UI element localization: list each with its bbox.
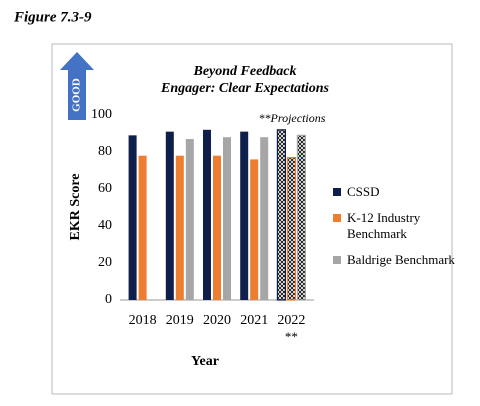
bar	[213, 155, 221, 300]
bar	[185, 139, 194, 300]
x-tick-label: 2019	[166, 313, 194, 328]
legend-item: Baldrige Benchmark	[333, 252, 458, 268]
x-tick-label: 2021	[240, 313, 268, 328]
category-note: **	[285, 329, 298, 344]
legend-label: CSSD	[347, 184, 380, 199]
legend-swatch	[333, 188, 341, 196]
y-tick-label: 100	[91, 107, 112, 122]
bar	[138, 155, 147, 300]
bar	[240, 131, 249, 300]
good-arrow	[60, 52, 94, 120]
bar	[296, 134, 306, 301]
y-axis-label: EKR Score	[68, 173, 83, 240]
y-tick-label: 60	[98, 181, 112, 196]
x-tick-label: 2020	[203, 313, 231, 328]
legend-swatch	[333, 256, 341, 264]
bar	[165, 131, 174, 300]
y-tick-label: 40	[98, 218, 112, 233]
figure-label: Figure 7.3-9	[13, 9, 92, 25]
bar	[128, 135, 137, 300]
x-tick-label: 2018	[129, 313, 157, 328]
bar	[223, 137, 231, 300]
annotation: **Projections	[259, 111, 326, 125]
chart-frame	[51, 43, 453, 395]
bar	[286, 156, 296, 301]
y-tick-label: 0	[105, 292, 112, 307]
bar	[250, 159, 259, 300]
legend-item: K-12 Industry Benchmark	[333, 210, 458, 242]
bar	[260, 137, 269, 300]
bar	[276, 129, 286, 301]
bar	[175, 155, 184, 300]
y-tick-label: 20	[98, 255, 112, 270]
bar	[203, 129, 211, 300]
legend-item: CSSD	[333, 184, 458, 200]
legend-swatch	[333, 214, 341, 222]
direction-label: GOOD	[71, 78, 83, 112]
legend-label: Baldrige Benchmark	[347, 252, 455, 267]
y-tick-label: 80	[98, 144, 112, 159]
x-axis-label: Year	[191, 354, 219, 369]
chart-title: Beyond Feedback	[192, 64, 296, 79]
legend-label: K-12 Industry Benchmark	[347, 210, 421, 241]
legend: CSSD K-12 Industry Benchmark Baldrige Benc…	[333, 184, 458, 278]
chart-title: Engager: Clear Expectations	[160, 81, 330, 96]
x-tick-label: 2022	[277, 313, 305, 328]
